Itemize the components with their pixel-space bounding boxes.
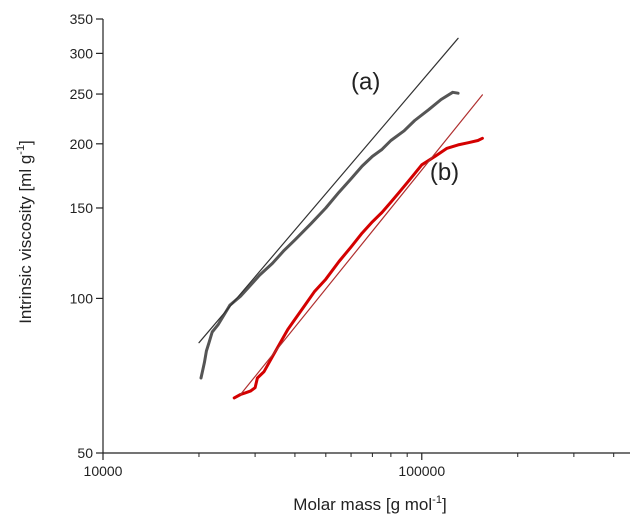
y-tick-label: 150 [70,200,94,216]
y-axis-title: Intrinsic viscosity [ml g-1] [15,140,35,324]
series-layer [198,37,484,400]
y-tick-label: 200 [70,136,94,152]
data-series-2 [232,136,484,400]
annotation-label: (a) [351,69,380,96]
annotation-label: (b) [430,159,459,186]
y-tick-label: 300 [70,45,94,61]
y-tick-label: 100 [70,290,94,306]
x-tick-label: 10000 [84,463,123,479]
y-tick-label: 50 [77,445,93,461]
fit-line-3 [239,94,483,396]
y-tick-label: 250 [70,86,94,102]
data-series-0 [199,90,460,380]
x-tick-label: 100000 [398,463,445,479]
fit-line-1 [198,37,459,344]
axes: 50 100 150 200 250 300 350 10000 100000 [70,11,630,479]
x-axis-title: Molar mass [g mol-1] [293,494,446,514]
annotation-layer: (a) (b) [351,69,459,186]
y-tick-label: 350 [70,11,94,27]
